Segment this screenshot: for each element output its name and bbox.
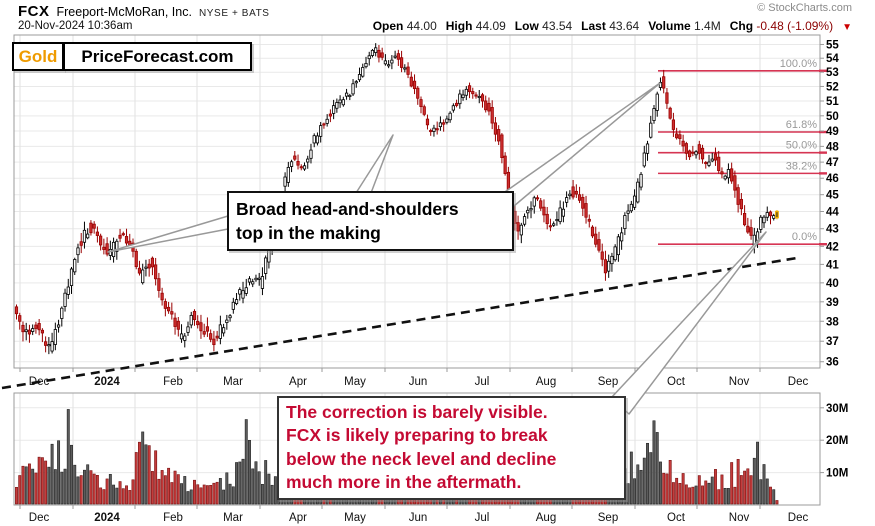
- down-triangle-icon: ▼: [842, 22, 852, 33]
- hs-annotation-line1: Broad head-and-shoulders: [236, 199, 459, 219]
- svg-text:50.0%: 50.0%: [786, 140, 817, 152]
- svg-text:May: May: [344, 376, 366, 388]
- svg-text:54: 54: [826, 53, 839, 65]
- last-quote: Last 43.64: [581, 19, 640, 33]
- chart-title-row: FCX Freeport-McMoRan, Inc. NYSE + BATS: [18, 3, 270, 20]
- svg-text:Dec: Dec: [788, 376, 809, 388]
- quote-summary-row: Open 44.00 High 44.09 Low 43.54 Last 43.…: [373, 19, 852, 33]
- svg-text:Apr: Apr: [289, 512, 307, 524]
- svg-text:2024: 2024: [94, 512, 120, 524]
- fibonacci-lines: [658, 69, 827, 246]
- svg-text:Sep: Sep: [598, 376, 618, 388]
- svg-text:61.8%: 61.8%: [786, 119, 817, 131]
- svg-text:Jun: Jun: [409, 376, 428, 388]
- svg-text:Mar: Mar: [223, 512, 243, 524]
- svg-text:40: 40: [826, 278, 839, 290]
- candlesticks: [14, 43, 779, 355]
- correction-line3: below the neck level and decline: [286, 448, 557, 469]
- hs-annotation-line2: top in the making: [236, 222, 381, 243]
- svg-text:Nov: Nov: [729, 376, 750, 388]
- svg-text:51: 51: [826, 96, 839, 108]
- svg-text:Aug: Aug: [536, 376, 556, 388]
- svg-text:30M: 30M: [826, 403, 848, 415]
- svg-text:49: 49: [826, 126, 839, 138]
- exchange-label: NYSE + BATS: [198, 8, 270, 19]
- svg-text:46: 46: [826, 173, 839, 185]
- svg-text:Feb: Feb: [163, 376, 183, 388]
- correction-line4: much more in the aftermath.: [286, 472, 522, 493]
- svg-text:Jul: Jul: [475, 376, 490, 388]
- svg-text:53: 53: [826, 67, 839, 79]
- correction-line2: FCX is likely preparing to break: [286, 425, 548, 446]
- svg-text:48: 48: [826, 141, 839, 153]
- open-quote: Open 44.00: [372, 19, 437, 33]
- svg-text:Jul: Jul: [475, 512, 490, 524]
- chart-datetime: 20-Nov-2024 10:36am: [18, 20, 133, 32]
- svg-text:0.0%: 0.0%: [792, 231, 817, 243]
- svg-text:Feb: Feb: [163, 512, 183, 524]
- svg-text:20M: 20M: [826, 435, 848, 447]
- svg-text:100.0%: 100.0%: [780, 58, 818, 70]
- svg-text:42: 42: [826, 241, 839, 253]
- high-quote: High 44.09: [445, 19, 506, 33]
- svg-text:39: 39: [826, 297, 839, 309]
- axis-labels: [19, 43, 824, 509]
- svg-text:Mar: Mar: [223, 376, 243, 388]
- copyright-label: © StockCharts.com: [757, 2, 852, 14]
- svg-text:41: 41: [826, 259, 839, 271]
- volume-quote: Volume 1.4M: [648, 19, 721, 33]
- svg-text:Dec: Dec: [788, 512, 809, 524]
- annotation-leader-lines: [107, 82, 767, 415]
- svg-text:2024: 2024: [94, 376, 120, 388]
- svg-text:Sep: Sep: [598, 512, 618, 524]
- head-and-shoulders-annotation: Broad head-and-shoulders top in the maki…: [227, 191, 514, 251]
- svg-text:Nov: Nov: [729, 512, 750, 524]
- company-name: Freeport-McMoRan, Inc.: [56, 5, 192, 19]
- change-quote: Chg -0.48 (-1.09%): [729, 19, 834, 33]
- svg-text:37: 37: [826, 336, 839, 348]
- logo-gold-box: Gold: [12, 42, 64, 71]
- svg-text:Aug: Aug: [536, 512, 556, 524]
- svg-text:May: May: [344, 512, 366, 524]
- svg-text:38: 38: [826, 316, 839, 328]
- svg-text:Dec: Dec: [29, 512, 50, 524]
- logo-priceforecast-box: PriceForecast.com: [63, 42, 252, 71]
- svg-text:50: 50: [826, 111, 839, 123]
- svg-text:43: 43: [826, 224, 839, 236]
- svg-text:Jun: Jun: [409, 512, 428, 524]
- ticker-symbol: FCX: [18, 3, 50, 20]
- svg-text:44: 44: [826, 207, 839, 219]
- correction-annotation: The correction is barely visible. FCX is…: [277, 396, 626, 500]
- svg-text:52: 52: [826, 81, 839, 93]
- svg-text:38.2%: 38.2%: [786, 160, 817, 172]
- svg-text:45: 45: [826, 190, 839, 202]
- svg-text:Apr: Apr: [289, 376, 307, 388]
- svg-text:Oct: Oct: [667, 376, 686, 388]
- logo-gold-text: Gold: [18, 46, 58, 66]
- svg-text:Oct: Oct: [667, 512, 686, 524]
- svg-text:36: 36: [826, 357, 839, 369]
- svg-text:55: 55: [826, 39, 839, 51]
- svg-text:10M: 10M: [826, 468, 848, 480]
- correction-line1: The correction is barely visible.: [286, 402, 548, 422]
- svg-text:47: 47: [826, 157, 839, 169]
- logo-priceforecast-text: PriceForecast.com: [81, 46, 234, 66]
- low-quote: Low 43.54: [514, 19, 573, 33]
- svg-text:Dec: Dec: [29, 376, 50, 388]
